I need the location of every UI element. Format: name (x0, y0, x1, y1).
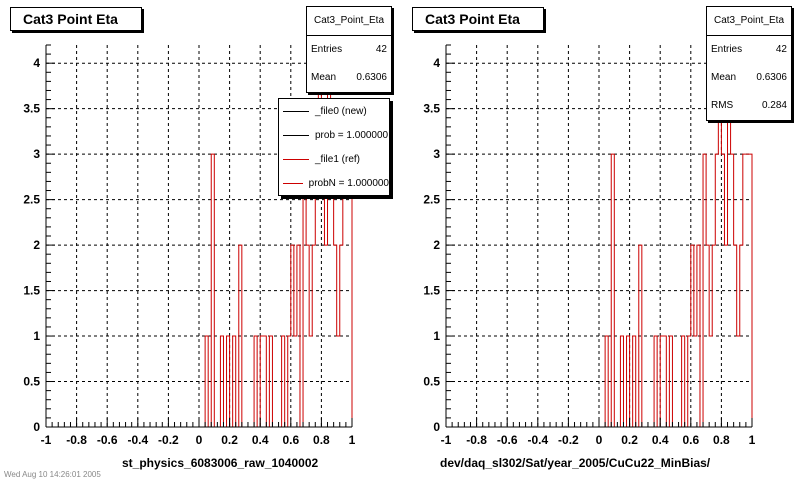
y-tick-label: 1.5 (23, 284, 40, 298)
histogram-bin (337, 336, 340, 427)
x-tick-label: 1 (749, 433, 756, 447)
legend-line-black (283, 110, 309, 112)
footer-timestamp: Wed Aug 10 14:26:01 2005 (4, 470, 101, 479)
legend-label-probn: probN = 1.000000 (308, 177, 389, 189)
x-tick-label: -0.4 (527, 433, 548, 447)
legend-label-file1: _file1 (ref) (315, 153, 361, 165)
x-tick-label: -0.2 (558, 433, 579, 447)
right-stats-entries-value: 42 (775, 44, 787, 55)
x-tick-label: 0.6 (682, 433, 699, 447)
x-tick-label: -0.4 (127, 433, 148, 447)
y-tick-label: 0 (433, 420, 440, 434)
y-tick-label: 1.5 (423, 284, 440, 298)
x-tick-label: 0 (196, 433, 203, 447)
x-tick-label: 0.4 (252, 433, 269, 447)
x-tick-label: 0.6 (282, 433, 299, 447)
legend-entry-file1: _file1 (ref) (279, 147, 389, 171)
x-tick-label: 0.4 (652, 433, 669, 447)
right-stats-mean-label: Mean (711, 72, 737, 83)
histogram-bin (737, 336, 740, 427)
legend-line-red (283, 182, 303, 184)
y-tick-label: 0 (33, 420, 40, 434)
right-stats-rms-value: 0.284 (761, 100, 787, 111)
y-tick-label: 2 (33, 238, 40, 252)
x-tick-label: 0 (596, 433, 603, 447)
right-chart-title: Cat3 Point Eta (412, 7, 544, 31)
legend-entry-prob: prob = 1.000000 (279, 123, 389, 147)
right-x-axis-label: dev/daq_sl302/Sat/year_2005/CuCu22_MinBi… (440, 456, 711, 470)
x-tick-label: 0.8 (713, 433, 730, 447)
legend-line-black (283, 134, 309, 136)
left-legend: _file0 (new) prob = 1.000000 _file1 (ref… (278, 98, 390, 196)
y-tick-label: 1 (433, 329, 440, 343)
legend-entry-probn: probN = 1.000000 (279, 171, 389, 195)
x-tick-label: -0.2 (158, 433, 179, 447)
y-tick-label: 4 (433, 56, 440, 70)
right-stats-mean-value: 0.6306 (756, 72, 787, 83)
y-tick-label: 2.5 (23, 193, 40, 207)
x-tick-label: 0.2 (621, 433, 638, 447)
left-stats-mean-label: Mean (311, 72, 337, 83)
legend-label-prob: prob = 1.000000 (315, 129, 389, 141)
y-tick-label: 2.5 (423, 193, 440, 207)
right-stats-box: Cat3_Point_Eta Entries 42 Mean 0.6306 RM… (706, 6, 792, 121)
left-stats-mean-value: 0.6306 (356, 72, 387, 83)
y-tick-label: 0.5 (423, 375, 440, 389)
y-tick-label: 3 (433, 147, 440, 161)
x-tick-label: -0.8 (466, 433, 487, 447)
x-tick-label: 0.2 (221, 433, 238, 447)
x-tick-label: -0.6 (97, 433, 118, 447)
left-stats-box: Cat3_Point_Eta Entries 42 Mean 0.6306 (306, 6, 392, 93)
right-stats-rms-label: RMS (711, 100, 734, 111)
left-stats-entries-label: Entries (311, 44, 343, 55)
y-tick-label: 3 (33, 147, 40, 161)
y-tick-label: 3.5 (23, 102, 40, 116)
right-stats-name: Cat3_Point_Eta (707, 7, 791, 36)
y-tick-label: 1 (33, 329, 40, 343)
legend-label-file0: _file0 (new) (315, 105, 367, 117)
x-tick-label: -0.6 (497, 433, 518, 447)
y-tick-label: 0.5 (23, 375, 40, 389)
legend-line-red (283, 158, 309, 160)
left-chart-title: Cat3 Point Eta (10, 7, 142, 31)
left-stats-name: Cat3_Point_Eta (307, 7, 391, 36)
y-tick-label: 3.5 (423, 102, 440, 116)
x-tick-label: -1 (41, 433, 52, 447)
y-tick-label: 4 (33, 56, 40, 70)
legend-entry-file0: _file0 (new) (279, 99, 389, 123)
left-x-axis-label: st_physics_6083006_raw_1040002 (122, 456, 319, 470)
y-tick-label: 2 (433, 238, 440, 252)
x-tick-label: 0.8 (313, 433, 330, 447)
x-tick-label: 1 (349, 433, 356, 447)
x-tick-label: -1 (441, 433, 452, 447)
right-stats-entries-label: Entries (711, 44, 743, 55)
x-tick-label: -0.8 (66, 433, 87, 447)
left-stats-entries-value: 42 (375, 44, 387, 55)
